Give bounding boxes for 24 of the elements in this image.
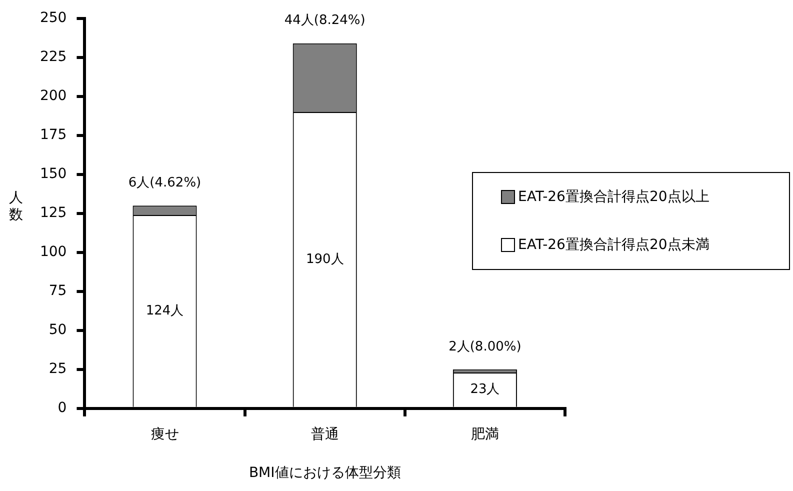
y-tick-label: 225 bbox=[40, 49, 67, 66]
y-tick-label: 100 bbox=[40, 244, 67, 260]
y-tick-label: 25 bbox=[48, 361, 67, 378]
y-tick-label: 250 bbox=[40, 10, 67, 26]
y-tick-label: 75 bbox=[48, 283, 67, 300]
y-tick-label: 125 bbox=[40, 205, 67, 222]
x-tick-label: 肥満 bbox=[470, 426, 499, 442]
x-tick-label: 痩せ bbox=[150, 426, 179, 442]
legend-label: EAT-26置換合計得点20点以上 bbox=[518, 188, 710, 206]
data-label: 6人(4.62%) bbox=[128, 175, 202, 190]
x-tick-label: 普通 bbox=[310, 425, 339, 442]
data-label: 124人 bbox=[146, 303, 184, 318]
y-axis-title: 人数 bbox=[8, 190, 24, 224]
data-label: 44人(8.24%) bbox=[284, 13, 366, 28]
x-axis-title: BMI値における体型分類 bbox=[248, 465, 401, 482]
y-tick-label: 0 bbox=[58, 400, 67, 416]
legend-box: EAT-26置換合計得点20点以上 EAT-26置換合計得点20点未満 bbox=[472, 172, 790, 270]
data-label: 190人 bbox=[306, 252, 344, 267]
data-label: 23人 bbox=[470, 382, 500, 398]
y-tick-label: 200 bbox=[40, 88, 67, 104]
data-label: 2人(8.00%) bbox=[448, 339, 522, 354]
y-tick-label: 50 bbox=[48, 322, 67, 338]
y-tick-label: 175 bbox=[40, 127, 67, 144]
y-tick-label: 150 bbox=[40, 166, 67, 182]
